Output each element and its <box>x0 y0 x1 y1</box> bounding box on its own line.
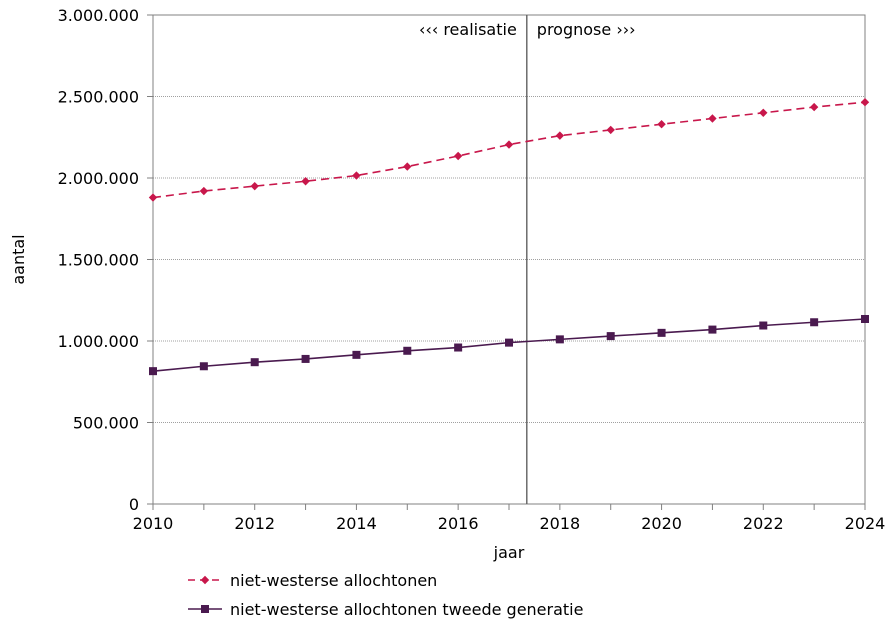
data-point-niet-westerse-allochtonen-2023 <box>809 102 819 112</box>
data-point-niet-westerse-allochtonen-2017 <box>504 140 514 149</box>
y-axis-ticks: 0 500.000 1.000.000 1.500.000 2.000.000 2.500… <box>58 6 153 514</box>
y-tick-label: 2.500.000 <box>58 88 139 107</box>
data-point-niet-westerse-allochtonen-2016 <box>453 151 463 161</box>
data-point-niet-westerse-allochtonen-tweede-generatie-2017 <box>505 338 513 347</box>
y-tick-label: 1.500.000 <box>58 251 139 270</box>
legend-label-tweede-generatie: niet-westerse allochtonen tweede generat… <box>230 600 583 619</box>
data-point-niet-westerse-allochtonen-tweede-generatie-2018 <box>555 335 564 344</box>
legend: niet-westerse allochtonen niet-westerse … <box>188 571 583 619</box>
x-tick-label: 2012 <box>234 514 275 533</box>
x-tick-label: 2024 <box>845 514 886 533</box>
data-point-niet-westerse-allochtonen-2020 <box>657 120 666 129</box>
data-point-niet-westerse-allochtonen-tweede-generatie-2022 <box>759 321 768 330</box>
data-point-niet-westerse-allochtonen-2024 <box>860 98 870 107</box>
data-point-niet-westerse-allochtonen-tweede-generatie-2013 <box>301 354 310 363</box>
data-point-niet-westerse-allochtonen-tweede-generatie-2011 <box>199 362 208 371</box>
legend-label-niet-westerse-allochtonen: niet-westerse allochtonen <box>230 571 437 590</box>
legend-swatch-niet-westerse-allochtonen <box>188 575 222 585</box>
x-tick-label: 2020 <box>641 514 682 533</box>
series-group <box>148 98 870 376</box>
y-tick-label: 500.000 <box>73 414 139 433</box>
data-point-niet-westerse-allochtonen-tweede-generatie-2019 <box>606 332 615 341</box>
legend-item-niet-westerse-allochtonen: niet-westerse allochtonen <box>188 571 437 590</box>
data-point-niet-westerse-allochtonen-2021 <box>708 114 717 123</box>
y-axis-label: aantal <box>9 234 28 284</box>
legend-swatch-tweede-generatie <box>188 605 222 613</box>
data-point-niet-westerse-allochtonen-tweede-generatie-2010 <box>149 367 157 376</box>
data-point-niet-westerse-allochtonen-2018 <box>555 131 565 140</box>
data-point-niet-westerse-allochtonen-2019 <box>606 125 615 135</box>
series-niet-westerse-allochtonen-tweede-generatie <box>149 314 869 376</box>
y-tick-label: 2.000.000 <box>58 169 139 188</box>
legend-swatch-marker <box>200 575 210 585</box>
y-tick-label: 0 <box>129 495 139 514</box>
legend-item-tweede-generatie: niet-westerse allochtonen tweede generat… <box>188 600 583 619</box>
legend-swatch-marker <box>201 605 209 613</box>
x-axis-label: jaar <box>493 543 525 562</box>
data-point-niet-westerse-allochtonen-tweede-generatie-2024 <box>861 314 869 323</box>
data-point-niet-westerse-allochtonen-2012 <box>250 181 259 191</box>
data-point-niet-westerse-allochtonen-tweede-generatie-2015 <box>403 346 412 355</box>
x-tick-label: 2022 <box>743 514 784 533</box>
data-point-niet-westerse-allochtonen-2015 <box>403 162 412 171</box>
x-tick-label: 2010 <box>133 514 174 533</box>
data-point-niet-westerse-allochtonen-2011 <box>199 186 209 196</box>
data-point-niet-westerse-allochtonen-2022 <box>759 108 768 117</box>
data-point-niet-westerse-allochtonen-2010 <box>148 193 158 202</box>
y-tick-label: 1.000.000 <box>58 332 139 351</box>
annotation-prognose: prognose ››› <box>537 20 636 39</box>
x-tick-label: 2014 <box>336 514 377 533</box>
data-point-niet-westerse-allochtonen-tweede-generatie-2023 <box>810 318 819 327</box>
data-point-niet-westerse-allochtonen-tweede-generatie-2012 <box>250 358 259 367</box>
data-point-niet-westerse-allochtonen-tweede-generatie-2020 <box>657 328 666 337</box>
data-point-niet-westerse-allochtonen-2014 <box>352 171 361 180</box>
data-point-niet-westerse-allochtonen-tweede-generatie-2014 <box>352 350 361 359</box>
x-axis-ticks: 2010 2012 2014 2016 2018 2020 2022 2024 <box>133 504 886 533</box>
series-niet-westerse-allochtonen <box>148 98 870 202</box>
x-tick-label: 2016 <box>438 514 479 533</box>
data-point-niet-westerse-allochtonen-tweede-generatie-2016 <box>454 343 463 352</box>
data-point-niet-westerse-allochtonen-2013 <box>301 177 310 186</box>
annotation-realisatie: ‹‹‹ realisatie <box>419 20 517 39</box>
x-tick-label: 2018 <box>539 514 580 533</box>
y-tick-label: 3.000.000 <box>58 6 139 25</box>
data-point-niet-westerse-allochtonen-tweede-generatie-2021 <box>708 325 717 334</box>
series-line-niet-westerse-allochtonen <box>152 101 866 199</box>
